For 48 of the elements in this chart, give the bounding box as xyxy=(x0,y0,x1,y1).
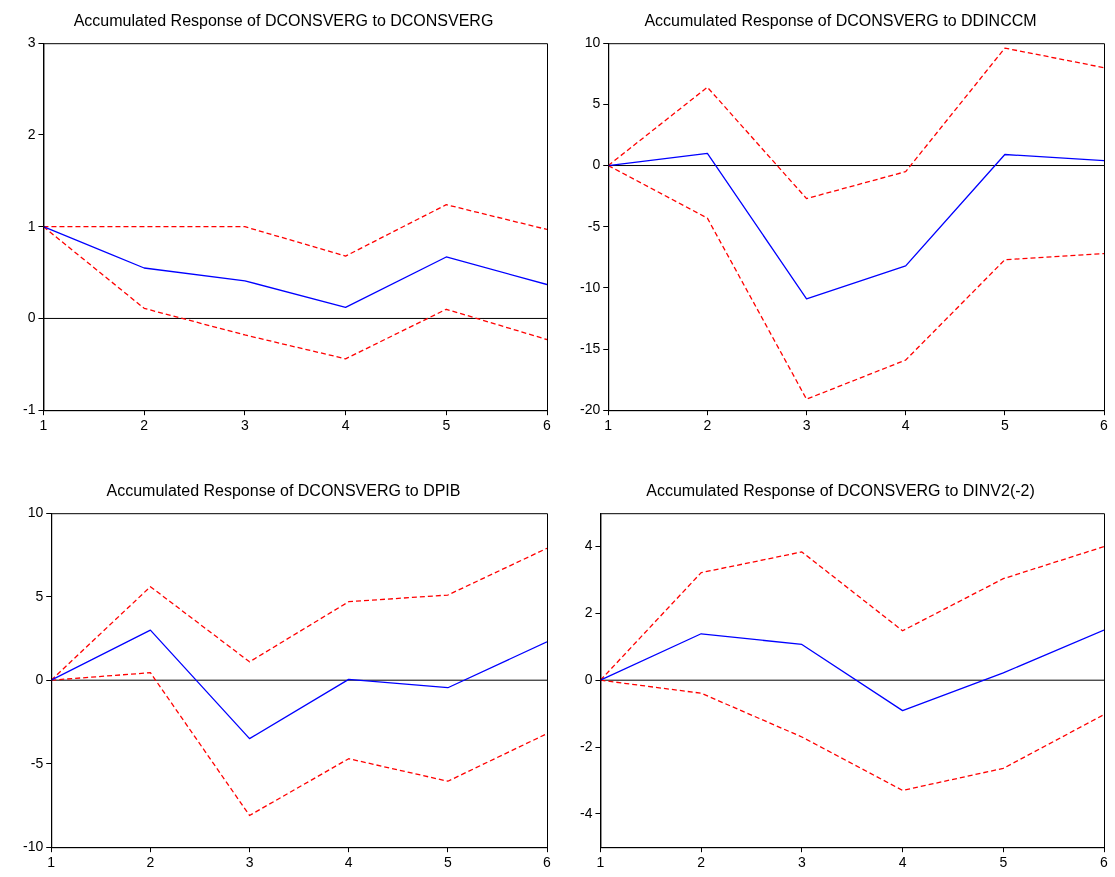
x-tick-label: 1 xyxy=(604,417,613,434)
y-tick-label: 0 xyxy=(27,309,36,326)
y-tick-label: -10 xyxy=(23,838,44,855)
y-tick-label: -2 xyxy=(580,737,593,754)
x-tick-label: 6 xyxy=(543,854,552,871)
x-tick-label: 3 xyxy=(802,417,811,434)
y-tick-label: 0 xyxy=(592,156,601,173)
y-tick-label: -5 xyxy=(587,217,601,234)
x-tick-label: 6 xyxy=(1100,417,1109,434)
y-tick-label: 10 xyxy=(27,504,44,521)
y-tick-label: -15 xyxy=(580,339,601,356)
y-tick-label: -20 xyxy=(580,401,601,418)
y-tick-label: -4 xyxy=(580,804,593,821)
x-tick-label: 4 xyxy=(341,417,350,434)
y-tick-label: 3 xyxy=(27,34,36,51)
y-tick-label: 10 xyxy=(584,34,601,51)
chart-title: Accumulated Response of DCONSVERG to DINV2(-2) xyxy=(646,482,1035,500)
y-tick-label: 5 xyxy=(35,587,44,604)
y-tick-label: -1 xyxy=(23,401,36,418)
x-tick-label: 1 xyxy=(47,854,56,871)
x-tick-label: 4 xyxy=(901,417,910,434)
x-tick-label: 5 xyxy=(1000,417,1009,434)
x-tick-label: 3 xyxy=(245,854,254,871)
x-tick-label: 4 xyxy=(344,854,353,871)
x-tick-label: 5 xyxy=(443,854,452,871)
y-tick-label: 2 xyxy=(584,604,593,621)
chart-title: Accumulated Response of DCONSVERG to DDINCCM xyxy=(644,12,1037,30)
x-tick-label: 6 xyxy=(1100,854,1109,871)
y-tick-label: 2 xyxy=(27,125,36,142)
chart-title: Accumulated Response of DCONSVERG to DCONSVERG xyxy=(73,12,494,30)
x-tick-label: 4 xyxy=(898,854,907,871)
chart-title: Accumulated Response of DCONSVERG to DPIB xyxy=(106,482,461,500)
x-tick-label: 6 xyxy=(543,417,552,434)
x-tick-label: 2 xyxy=(697,854,706,871)
y-tick-label: -10 xyxy=(580,278,601,295)
y-tick-label: 1 xyxy=(27,217,36,234)
x-tick-label: 2 xyxy=(140,417,149,434)
y-tick-label: -5 xyxy=(30,754,44,771)
y-tick-label: 4 xyxy=(584,537,593,554)
x-tick-label: 5 xyxy=(442,417,451,434)
y-tick-label: 0 xyxy=(35,671,44,688)
x-tick-label: 3 xyxy=(240,417,249,434)
x-tick-label: 2 xyxy=(146,854,155,871)
x-tick-label: 2 xyxy=(703,417,712,434)
x-tick-label: 5 xyxy=(999,854,1008,871)
y-tick-label: 5 xyxy=(592,95,601,112)
x-tick-label: 3 xyxy=(797,854,806,871)
y-tick-label: 0 xyxy=(584,671,593,688)
